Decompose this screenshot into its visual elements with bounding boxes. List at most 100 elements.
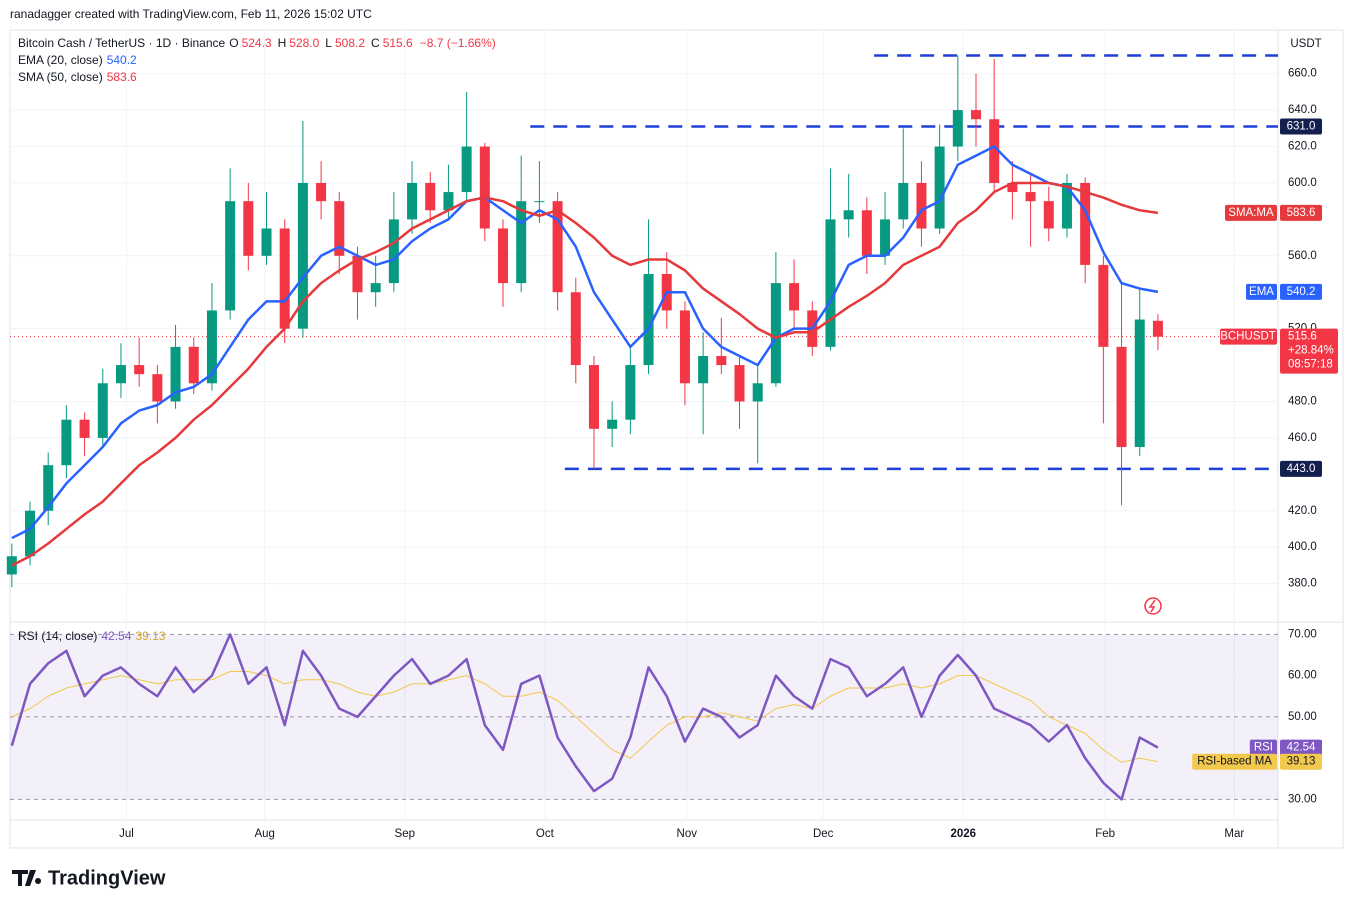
ma-tag-box: [1225, 204, 1277, 221]
rsi-ma-value: 39.13: [135, 629, 166, 643]
y-tick-label: 600.0: [1288, 177, 1317, 189]
ma-tag: EMA: [1249, 286, 1274, 298]
ohlc: O 524.3 H 528.0 L 508.2 C 515.6: [229, 36, 416, 50]
candle-body: [206, 310, 217, 384]
ma-tag-box: [1246, 283, 1277, 300]
candle-body: [1134, 319, 1145, 448]
candle-body: [188, 346, 199, 384]
candle-body: [479, 146, 490, 229]
y-tick-label: 420.0: [1288, 505, 1317, 517]
price-change: +28.84%: [1288, 345, 1334, 357]
candle-body: [425, 182, 436, 211]
alert-circle[interactable]: [1144, 597, 1162, 615]
y-tick-label: 460.0: [1288, 432, 1317, 444]
author: ranadagger created with TradingView.com,…: [10, 7, 372, 21]
x-tick-label: 2026: [950, 828, 976, 840]
ema-name: EMA (20, close): [18, 53, 103, 67]
candle-body: [170, 346, 181, 402]
currency: USDT: [1290, 38, 1321, 50]
ma-value-box: [1280, 283, 1322, 300]
candle-body: [607, 419, 618, 429]
candle-body: [316, 182, 327, 202]
candle-body: [625, 365, 636, 420]
brand-logo: [12, 870, 42, 886]
candle-body: [1043, 201, 1054, 229]
level-label: 443.0: [1287, 463, 1316, 475]
candle-body: [407, 182, 418, 220]
price-tag-box: [1220, 328, 1277, 345]
y-tick-label: 660.0: [1288, 68, 1317, 80]
candle-body: [643, 274, 654, 366]
y-tick-label: 620.0: [1288, 141, 1317, 153]
x-tick-label: Mar: [1224, 828, 1244, 840]
sma-value: 583.6: [106, 70, 137, 84]
rsi-tick-label: 60.00: [1288, 670, 1317, 682]
candle-body: [843, 210, 854, 220]
ohlc-value: 528.0: [289, 36, 320, 50]
alert-bolt[interactable]: [1148, 599, 1156, 613]
rsi-tag: RSI-based MA: [1197, 756, 1272, 768]
sma-name: SMA (50, close): [18, 70, 103, 84]
candle-body: [134, 365, 145, 375]
x-tick-label: Feb: [1095, 828, 1115, 840]
ohlc-value: 508.2: [334, 36, 366, 50]
rsi-value-box: [1280, 753, 1322, 770]
candle-body: [297, 182, 308, 329]
ohlc-key: H: [277, 36, 287, 50]
candle-body: [952, 110, 963, 147]
level-label-box: [1280, 118, 1322, 135]
candle-body: [261, 228, 272, 256]
candle-body: [789, 283, 800, 311]
candle-body: [752, 383, 763, 402]
price-tag-symbol: BCHUSDT: [1220, 331, 1276, 343]
candle-body: [61, 419, 72, 466]
y-tick-label: 560.0: [1288, 250, 1317, 262]
y-tick-label: 400.0: [1288, 541, 1317, 553]
alert-icon[interactable]: [1144, 597, 1162, 615]
rsi-tick-label: 70.00: [1288, 628, 1317, 640]
candle-body: [243, 201, 254, 256]
rsi-tag: RSI: [1254, 742, 1273, 754]
rsi-value: 42.54: [101, 629, 132, 643]
x-tick-label: Dec: [813, 828, 834, 840]
candle-body: [43, 465, 54, 511]
candle-body: [971, 110, 982, 120]
price: 515.6: [1288, 331, 1317, 343]
candle-body: [79, 419, 90, 438]
ema-legend: EMA (20, close) 540.2: [18, 53, 137, 67]
level-label: 631.0: [1287, 121, 1316, 133]
rsi-name: RSI (14, close): [18, 629, 98, 643]
rsi-value: 39.13: [1287, 756, 1316, 768]
y-tick-label: 380.0: [1288, 578, 1317, 590]
rsi-tick-label: 50.00: [1288, 711, 1317, 723]
candle-body: [1007, 182, 1018, 193]
ma-tag: SMA:MA: [1228, 207, 1274, 219]
ohlc-key: C: [371, 36, 380, 50]
candle-body: [461, 146, 472, 193]
candle-body: [1152, 320, 1163, 337]
candle-body: [679, 310, 690, 384]
candle-body: [698, 355, 709, 384]
candle-body: [989, 119, 1000, 183]
ma-value-box: [1280, 204, 1322, 221]
x-tick-label: Jul: [119, 828, 134, 840]
rsi-tick-label: 30.00: [1288, 793, 1317, 805]
candle-body: [552, 201, 563, 293]
ema-value: 540.2: [106, 53, 137, 67]
x-tick-label: Nov: [677, 828, 698, 840]
ma-value: 540.2: [1287, 286, 1316, 298]
ohlc-value: 524.3: [241, 36, 272, 50]
candle-body: [1098, 264, 1109, 347]
candle-body: [152, 374, 163, 402]
price-box: [1280, 328, 1338, 374]
x-tick-label: Sep: [395, 828, 415, 840]
rsi-tag-box: [1249, 739, 1277, 756]
symbol-legend: Bitcoin Cash / TetherUS · 1D · Binance O…: [18, 36, 496, 50]
candle-body: [443, 192, 454, 211]
ohlc-value: 515.6: [382, 36, 413, 50]
candle-body: [334, 201, 345, 256]
candle-body: [934, 146, 945, 229]
candle-body: [916, 182, 927, 229]
